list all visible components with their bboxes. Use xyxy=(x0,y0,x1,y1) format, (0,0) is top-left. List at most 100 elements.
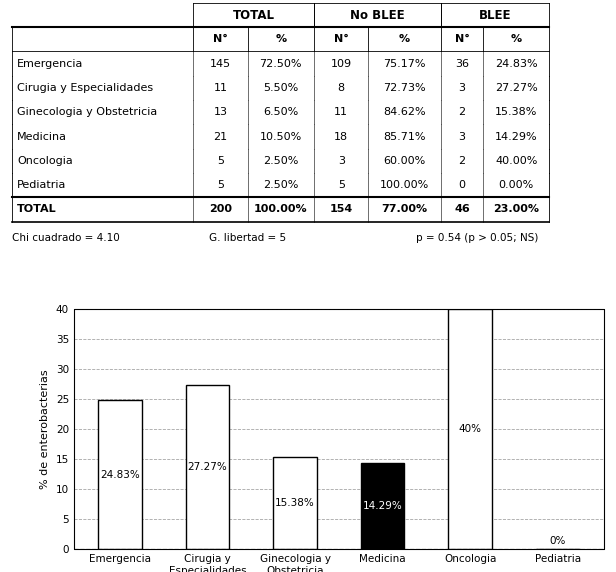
Bar xyxy=(193,149,248,173)
Bar xyxy=(248,125,314,149)
Text: 85.71%: 85.71% xyxy=(383,132,426,141)
Bar xyxy=(12,149,193,173)
Text: 0%: 0% xyxy=(549,535,566,546)
Text: TOTAL: TOTAL xyxy=(233,9,275,22)
Text: %: % xyxy=(399,34,410,44)
Bar xyxy=(441,197,483,222)
Text: BLEE: BLEE xyxy=(479,9,511,22)
Bar xyxy=(248,27,314,51)
Bar xyxy=(12,76,193,100)
Bar xyxy=(193,173,248,197)
Text: %: % xyxy=(511,34,522,44)
Text: 100.00%: 100.00% xyxy=(254,205,307,214)
Text: 3: 3 xyxy=(458,83,466,93)
Text: Pediatria: Pediatria xyxy=(17,180,67,190)
Text: 0.00%: 0.00% xyxy=(498,180,534,190)
Bar xyxy=(193,100,248,125)
Bar xyxy=(248,100,314,125)
Bar xyxy=(248,197,314,222)
Bar xyxy=(193,51,248,76)
Bar xyxy=(248,51,314,76)
Bar xyxy=(185,386,229,549)
Text: Ginecologia y Obstetricia: Ginecologia y Obstetricia xyxy=(17,108,157,117)
Bar xyxy=(368,125,441,149)
Text: 5: 5 xyxy=(338,180,345,190)
Bar xyxy=(98,400,142,549)
Bar xyxy=(314,3,441,27)
Bar xyxy=(12,197,193,222)
Bar xyxy=(248,173,314,197)
Text: 75.17%: 75.17% xyxy=(383,59,426,69)
Text: N°: N° xyxy=(334,34,349,44)
Text: 72.73%: 72.73% xyxy=(383,83,426,93)
Text: 13: 13 xyxy=(214,108,227,117)
Bar xyxy=(12,3,193,27)
Bar xyxy=(483,51,549,76)
Text: 15.38%: 15.38% xyxy=(275,498,315,508)
Bar xyxy=(12,125,193,149)
Bar xyxy=(314,27,368,51)
Text: Emergencia: Emergencia xyxy=(17,59,83,69)
Bar xyxy=(441,51,483,76)
Text: 18: 18 xyxy=(334,132,348,141)
Text: 27.27%: 27.27% xyxy=(188,462,227,472)
Text: 100.00%: 100.00% xyxy=(380,180,429,190)
Text: p = 0.54 (p > 0.05; NS): p = 0.54 (p > 0.05; NS) xyxy=(416,233,538,243)
Text: 2.50%: 2.50% xyxy=(263,180,299,190)
Y-axis label: % de enterobacterias: % de enterobacterias xyxy=(40,369,51,489)
Text: 3: 3 xyxy=(458,132,466,141)
Bar xyxy=(483,76,549,100)
Bar xyxy=(193,197,248,222)
Text: 109: 109 xyxy=(331,59,352,69)
Bar xyxy=(12,51,193,76)
Text: %: % xyxy=(275,34,286,44)
Text: 6.50%: 6.50% xyxy=(263,108,299,117)
Text: Cirugia y Especialidades: Cirugia y Especialidades xyxy=(17,83,153,93)
Text: N°: N° xyxy=(213,34,228,44)
Bar xyxy=(368,27,441,51)
Bar xyxy=(314,51,368,76)
Text: G. libertad = 5: G. libertad = 5 xyxy=(209,233,286,243)
Text: 24.83%: 24.83% xyxy=(495,59,538,69)
Text: 77.00%: 77.00% xyxy=(381,205,428,214)
Bar xyxy=(193,125,248,149)
Text: 27.27%: 27.27% xyxy=(495,83,538,93)
Text: 3: 3 xyxy=(338,156,345,166)
Bar xyxy=(441,125,483,149)
Bar xyxy=(483,100,549,125)
Bar xyxy=(483,125,549,149)
Bar xyxy=(368,100,441,125)
Bar xyxy=(248,76,314,100)
Bar xyxy=(441,27,483,51)
Text: 60.00%: 60.00% xyxy=(384,156,426,166)
Text: Medicina: Medicina xyxy=(17,132,67,141)
Bar xyxy=(193,76,248,100)
Text: 40%: 40% xyxy=(459,424,482,434)
Bar xyxy=(368,197,441,222)
Text: 14.29%: 14.29% xyxy=(363,501,402,511)
Text: 23.00%: 23.00% xyxy=(493,205,539,214)
Text: Chi cuadrado = 4.10: Chi cuadrado = 4.10 xyxy=(12,233,120,243)
Bar xyxy=(483,173,549,197)
Text: 10.50%: 10.50% xyxy=(260,132,302,141)
Text: N°: N° xyxy=(455,34,469,44)
Text: 21: 21 xyxy=(213,132,227,141)
Text: 8: 8 xyxy=(338,83,345,93)
Text: 40.00%: 40.00% xyxy=(495,156,537,166)
Bar xyxy=(314,100,368,125)
Text: 145: 145 xyxy=(210,59,231,69)
Bar xyxy=(361,463,405,549)
Text: 36: 36 xyxy=(455,59,469,69)
Bar xyxy=(273,457,317,549)
Text: 72.50%: 72.50% xyxy=(259,59,302,69)
Text: 200: 200 xyxy=(209,205,232,214)
Bar xyxy=(248,149,314,173)
Text: 154: 154 xyxy=(330,205,353,214)
Text: 11: 11 xyxy=(334,108,348,117)
Bar xyxy=(441,173,483,197)
Bar xyxy=(193,3,314,27)
Text: 2: 2 xyxy=(458,108,466,117)
Text: Oncologia: Oncologia xyxy=(17,156,73,166)
Text: 24.83%: 24.83% xyxy=(100,470,140,479)
Text: 15.38%: 15.38% xyxy=(495,108,537,117)
